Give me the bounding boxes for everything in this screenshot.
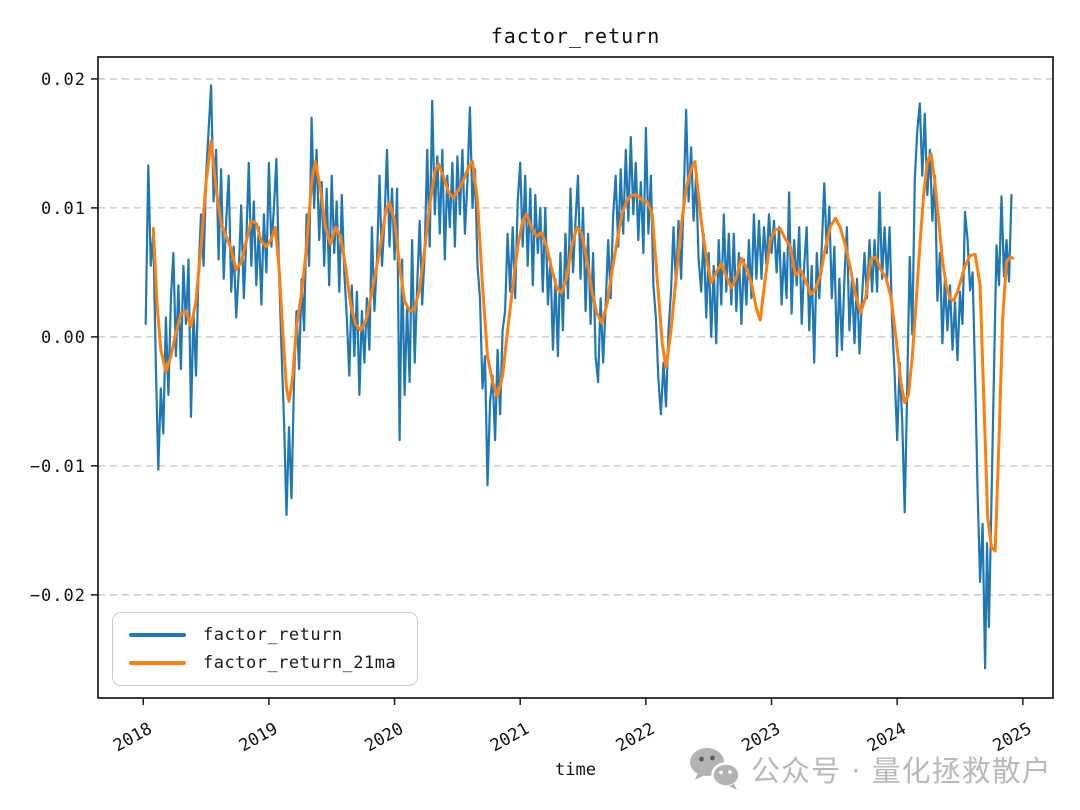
legend-item-factor-return: factor_return <box>113 625 417 645</box>
legend-line-sample-factor-return-21ma <box>129 661 186 665</box>
factor-return-line <box>144 84 1013 670</box>
chart-title: factor_return <box>490 24 661 48</box>
legend: factor_return factor_return_21ma <box>112 612 418 686</box>
legend-label: factor_return_21ma <box>203 653 397 673</box>
factor-return-21ma-line <box>151 139 1015 553</box>
time-axis-label: time <box>555 760 596 780</box>
y-axis-tick-label: 0.01 <box>41 199 86 219</box>
watermark: 公众号 · 量化拯救散户 <box>688 746 1052 792</box>
legend-line-sample-factor-return <box>129 633 186 637</box>
plot-frame <box>97 56 1054 699</box>
y-axis-tick-label: −0.02 <box>30 586 86 606</box>
y-axis-tick-label: −0.01 <box>30 457 86 477</box>
x-axis-tick-label: 2018 <box>110 719 156 756</box>
x-axis-tick-label: 2022 <box>613 719 659 756</box>
watermark-text: 公众号 · 量化拯救散户 <box>751 754 1052 788</box>
y-axis-tick-label: 0.00 <box>41 328 86 348</box>
x-axis-tick-label: 2019 <box>236 719 282 756</box>
wechat-icon <box>690 748 741 790</box>
x-axis-tick-label: 2021 <box>487 719 533 756</box>
y-axis-tick-label: 0.02 <box>41 70 86 90</box>
legend-label: factor_return <box>203 625 343 645</box>
x-axis-tick-label: 2020 <box>361 719 407 756</box>
legend-item-factor-return-21ma: factor_return_21ma <box>113 653 417 673</box>
